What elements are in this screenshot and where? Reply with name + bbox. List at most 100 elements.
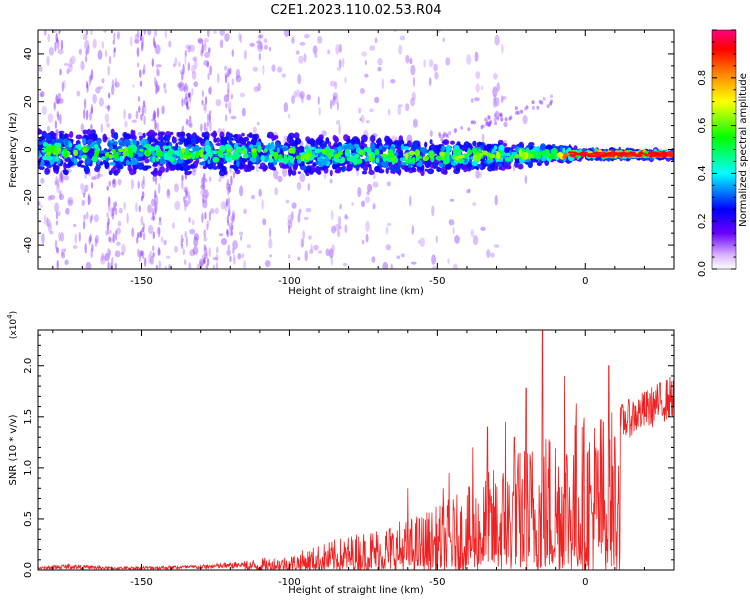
band-blob xyxy=(167,150,173,155)
band-blob xyxy=(460,166,468,170)
band-blob xyxy=(38,166,45,170)
noise-streak xyxy=(152,175,155,182)
noise-speck xyxy=(472,234,479,246)
noise-streak xyxy=(84,55,88,63)
band-blob xyxy=(177,163,182,171)
band-blob xyxy=(233,165,239,172)
band-blob xyxy=(186,132,191,138)
noise-speck xyxy=(41,105,47,115)
band-blob xyxy=(38,141,43,145)
noise-streak xyxy=(85,81,89,89)
band-blob xyxy=(463,169,468,173)
noise-streak xyxy=(208,111,211,121)
noise-speck xyxy=(277,66,283,73)
noise-streak xyxy=(107,261,110,269)
band-blob xyxy=(78,154,83,159)
noise-streak xyxy=(136,232,140,239)
noise-speck xyxy=(410,97,415,107)
band-blob xyxy=(411,166,416,173)
noise-streak xyxy=(113,32,116,41)
noise-speck xyxy=(494,194,498,206)
noise-streak xyxy=(56,110,59,118)
noise-streak xyxy=(137,96,141,102)
noise-speck xyxy=(166,188,171,199)
noise-speck xyxy=(258,52,261,61)
noise-streak xyxy=(155,201,158,212)
y-tick-label: 1.5 xyxy=(23,409,34,425)
band-blob xyxy=(322,149,326,154)
noise-speck xyxy=(437,30,441,33)
band-blob xyxy=(504,164,511,168)
band-blob xyxy=(227,134,231,143)
band-blob xyxy=(125,159,130,166)
band-blob xyxy=(380,153,388,157)
noise-speck xyxy=(212,256,219,261)
noise-speck xyxy=(502,96,507,100)
band-blob xyxy=(525,152,529,160)
noise-streak xyxy=(108,236,111,243)
noise-speck xyxy=(95,87,101,94)
noise-speck xyxy=(104,113,110,123)
noise-streak xyxy=(226,214,230,224)
noise-speck xyxy=(193,81,198,88)
noise-streak xyxy=(227,68,230,78)
band-blob xyxy=(165,135,171,142)
noise-speck xyxy=(405,54,410,64)
noise-speck xyxy=(365,220,370,232)
band-blob xyxy=(116,163,121,170)
noise-streak xyxy=(232,247,235,254)
noise-speck xyxy=(94,234,99,244)
noise-speck xyxy=(168,40,172,48)
band-blob xyxy=(489,153,496,159)
band-blob xyxy=(45,155,53,161)
band-blob xyxy=(368,166,372,172)
noise-speck xyxy=(224,33,230,42)
band-blob xyxy=(128,150,134,159)
noise-streak xyxy=(55,175,58,185)
noise-speck xyxy=(74,233,78,244)
band-blob xyxy=(101,156,106,161)
noise-streak xyxy=(141,227,144,233)
noise-streak xyxy=(154,175,157,182)
noise-streak xyxy=(142,191,145,199)
noise-speck xyxy=(178,81,185,92)
noise-streak xyxy=(157,85,160,92)
band-blob xyxy=(282,157,290,164)
noise-speck xyxy=(339,203,342,210)
band-blob xyxy=(332,134,337,142)
noise-speck xyxy=(238,32,241,41)
noise-speck xyxy=(105,122,111,128)
noise-speck xyxy=(338,123,341,135)
noise-streak xyxy=(204,194,208,204)
noise-speck xyxy=(135,110,139,120)
noise-speck xyxy=(239,231,244,236)
noise-speck xyxy=(137,131,143,136)
band-blob xyxy=(52,165,60,171)
band-core xyxy=(567,151,575,154)
noise-speck xyxy=(372,204,376,210)
band-blob xyxy=(130,129,134,136)
band-blob xyxy=(212,130,217,139)
noise-streak xyxy=(82,220,86,230)
noise-speck xyxy=(160,236,164,243)
band-blob xyxy=(498,144,505,153)
band-blob xyxy=(82,129,89,135)
band-blob xyxy=(93,144,99,149)
band-blob xyxy=(59,132,63,140)
noise-speck xyxy=(390,79,396,84)
band-blob xyxy=(78,161,82,166)
noise-speck xyxy=(200,189,206,197)
band-blob xyxy=(96,138,102,146)
noise-speck xyxy=(98,173,103,177)
noise-speck xyxy=(312,45,318,55)
noise-streak xyxy=(227,88,230,98)
band-blob xyxy=(432,162,438,167)
noise-speck xyxy=(499,112,503,117)
band-blob xyxy=(170,164,176,171)
band-blob xyxy=(263,148,268,153)
noise-speck xyxy=(243,49,247,60)
noise-speck xyxy=(480,85,483,91)
noise-speck xyxy=(336,66,342,71)
band-blob xyxy=(47,162,51,166)
